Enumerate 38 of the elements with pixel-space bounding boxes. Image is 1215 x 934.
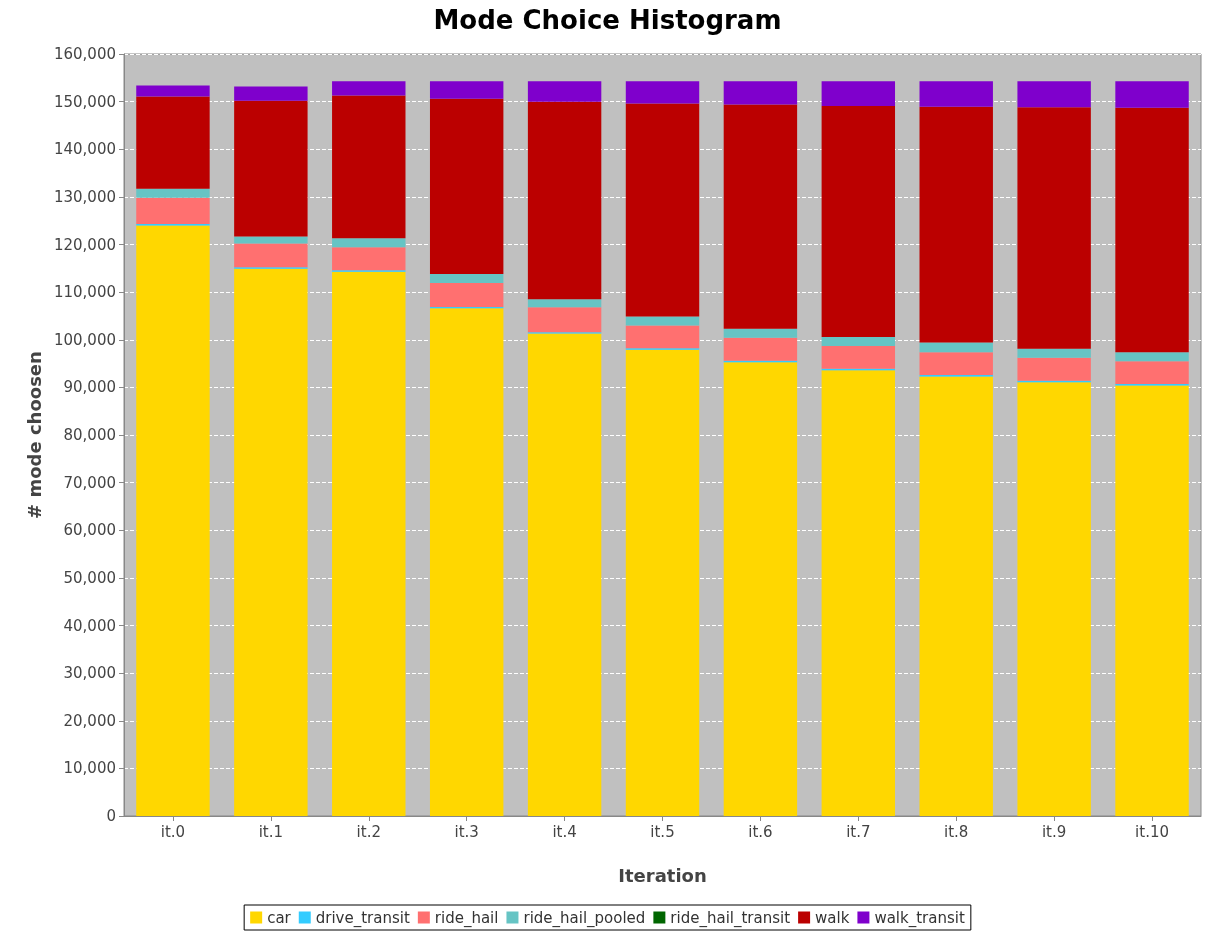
legend-label: walk_transit	[874, 908, 965, 928]
x-tick-label: it.7	[846, 822, 871, 841]
y-tick-label: 130,000	[53, 187, 116, 206]
y-tick-label: 40,000	[63, 616, 116, 635]
legend-label: ride_hail	[434, 908, 499, 928]
x-tick-label: it.8	[944, 822, 969, 841]
x-tick-label: it.2	[356, 822, 381, 841]
x-axis-title: Iteration	[618, 864, 707, 886]
x-tick-label: it.1	[258, 822, 284, 841]
y-tick-label: 60,000	[63, 521, 116, 540]
x-tick-label: it.0	[160, 822, 186, 841]
x-tick-label: it.3	[454, 822, 479, 841]
y-tick-label: 100,000	[53, 330, 116, 349]
y-tick-label: 90,000	[63, 378, 116, 397]
y-tick-label: 50,000	[63, 568, 116, 587]
x-tick-label: it.9	[1041, 822, 1067, 841]
x-tick-label: it.6	[748, 822, 773, 841]
y-tick-label: 150,000	[53, 92, 116, 111]
legend-label: drive_transit	[315, 908, 410, 928]
y-tick-label: 20,000	[63, 711, 116, 730]
y-axis-title: # mode choosen	[23, 351, 45, 519]
legend-label: walk	[815, 908, 850, 927]
y-tick-label: 30,000	[63, 664, 116, 683]
y-tick-label: 0	[106, 807, 116, 825]
y-tick-label: 140,000	[53, 140, 116, 159]
y-tick-label: 10,000	[63, 759, 116, 778]
legend-label: ride_hail_pooled	[523, 908, 646, 928]
x-tick-label: it.5	[650, 822, 675, 841]
x-tick-label: it.10	[1135, 822, 1169, 841]
y-tick-label: 80,000	[63, 426, 116, 444]
legend-label: ride_hail_transit	[670, 908, 791, 928]
chart-title: Mode Choice Histogram	[433, 5, 782, 35]
legend-label: car	[267, 908, 292, 927]
y-tick-label: 70,000	[63, 473, 116, 492]
x-tick-label: it.4	[552, 822, 577, 841]
y-tick-label: 120,000	[53, 235, 116, 254]
y-tick-label: 160,000	[53, 45, 116, 63]
y-tick-label: 110,000	[53, 283, 116, 302]
